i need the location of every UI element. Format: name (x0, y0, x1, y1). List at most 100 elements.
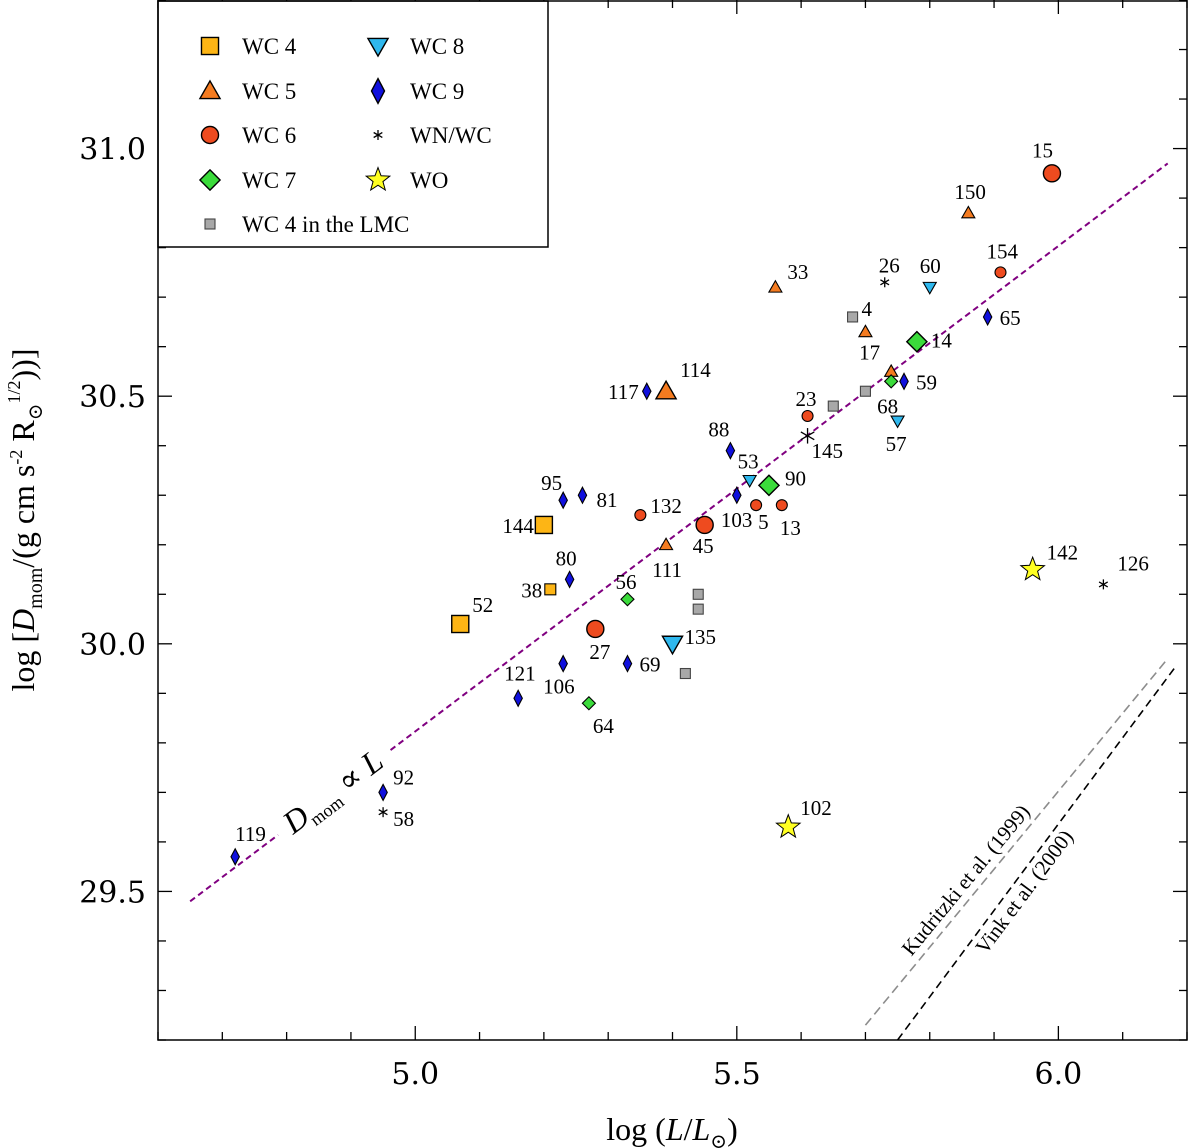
legend-box (157, 0, 549, 248)
point-label: 56 (615, 570, 636, 594)
y-tick-label: 30.5 (79, 380, 146, 415)
legend-label: WC 4 in the LMC (242, 212, 409, 237)
point-wc7 (905, 330, 928, 353)
legend-label: WN/WC (410, 123, 492, 148)
point-label: 145 (812, 439, 844, 463)
point-lmc (692, 588, 704, 600)
point-wc5 (767, 279, 783, 293)
point-labels: 52 144 38 114 111 33 4 17 150 15 154 23 45 132 5 13 27 14… (235, 138, 1149, 845)
point-label: 90 (785, 466, 806, 490)
point-label: 142 (1047, 541, 1079, 565)
x-tick-label: 5.5 (713, 1057, 761, 1092)
y-title-part: R (5, 420, 41, 450)
data-points (230, 164, 1109, 866)
point-wc4 (534, 515, 554, 535)
point-label: 154 (986, 239, 1018, 263)
point-wc9 (513, 689, 523, 708)
point-wc9 (577, 486, 588, 505)
point-lmc (679, 667, 691, 680)
y-title-part: 1/2 (4, 380, 24, 403)
point-label: 45 (693, 534, 714, 558)
y-title-part: log [ (5, 632, 41, 692)
point-wc9 (982, 307, 993, 327)
asterisk-stroke (373, 131, 383, 139)
point-wc9 (564, 570, 575, 589)
point-wc9 (641, 382, 652, 401)
legend-marker-wc7 (198, 168, 222, 192)
legend-marker-wnwc (373, 130, 383, 140)
x-title-part: / (684, 1111, 693, 1147)
point-wc9 (378, 783, 388, 802)
point-label: 57 (886, 432, 907, 456)
legend-label: WC 4 (242, 34, 297, 59)
point-label: 95 (541, 471, 562, 495)
point-label: 38 (521, 578, 542, 602)
point-label: 81 (596, 488, 617, 512)
point-label: 26 (879, 253, 900, 277)
legend-marker-wc8 (366, 37, 390, 58)
point-wc9 (731, 486, 742, 505)
point-label: 80 (556, 546, 577, 570)
asterisk-stroke (880, 279, 890, 286)
point-label: 17 (859, 340, 880, 364)
point-label: 103 (721, 508, 753, 532)
point-label: 132 (650, 494, 682, 518)
point-label: 126 (1117, 551, 1149, 575)
point-label: 15 (1032, 138, 1053, 162)
axis-ticks: 5.0 5.5 6.0 29.5 30.0 30.5 31.0 (79, 0, 1188, 1092)
legend-marker-lmc (204, 218, 216, 230)
point-label: 121 (504, 661, 536, 685)
point-wc7 (581, 695, 597, 711)
point-wc6 (801, 409, 814, 423)
legend-label: WC 7 (242, 168, 296, 193)
y-tick-label: 30.0 (79, 628, 146, 663)
point-label: 58 (393, 807, 414, 831)
point-wc9 (622, 654, 633, 673)
point-wc7 (620, 591, 635, 607)
point-wc5 (654, 379, 678, 400)
legend-marker-wo (364, 166, 392, 192)
point-wc6 (750, 499, 763, 512)
fit-line-label: Dmom ∝ L (275, 742, 392, 844)
legend-marker-wc5 (198, 79, 222, 100)
point-lmc (859, 385, 871, 397)
point-label: 52 (472, 593, 493, 617)
y-title-part: -2 (6, 450, 26, 465)
point-label: 59 (916, 370, 937, 394)
y-title-part: D (5, 609, 41, 633)
plot-frame (157, 0, 1188, 1041)
point-wc8 (742, 474, 758, 488)
legend-marker-wc9 (370, 77, 386, 105)
x-title-part: ) (727, 1111, 738, 1147)
legend-label: WC 9 (410, 79, 464, 104)
fit-line (189, 834, 279, 903)
point-label: 53 (738, 449, 759, 473)
point-wc7 (757, 474, 781, 497)
point-label: 4 (861, 297, 872, 321)
point-label: 33 (787, 260, 808, 284)
point-wnwc (880, 277, 890, 288)
point-label: 102 (800, 796, 832, 820)
point-label: 117 (608, 380, 639, 404)
legend-marker-wc4 (200, 36, 220, 56)
point-wc5 (960, 205, 976, 219)
point-label: 111 (652, 558, 682, 582)
point-wc5 (857, 324, 873, 338)
point-wc9 (558, 654, 568, 673)
axis-labels: log (L/L⊙)log [Dmom/(g cm s-2 R⊙1/2))] (4, 349, 738, 1148)
point-wc5 (658, 537, 674, 551)
legend-label: WC 6 (242, 123, 296, 148)
y-title-part: mom (25, 567, 47, 609)
point-wc9 (230, 847, 240, 866)
point-label: 92 (393, 765, 414, 789)
point-label: 68 (877, 394, 898, 418)
point-label: 69 (639, 653, 660, 677)
point-wc6 (994, 266, 1007, 279)
asterisk-stroke (800, 431, 815, 441)
point-wc9 (558, 491, 568, 510)
x-title-part: L (665, 1111, 684, 1147)
point-wc9 (725, 441, 736, 460)
point-label: 64 (593, 714, 615, 738)
